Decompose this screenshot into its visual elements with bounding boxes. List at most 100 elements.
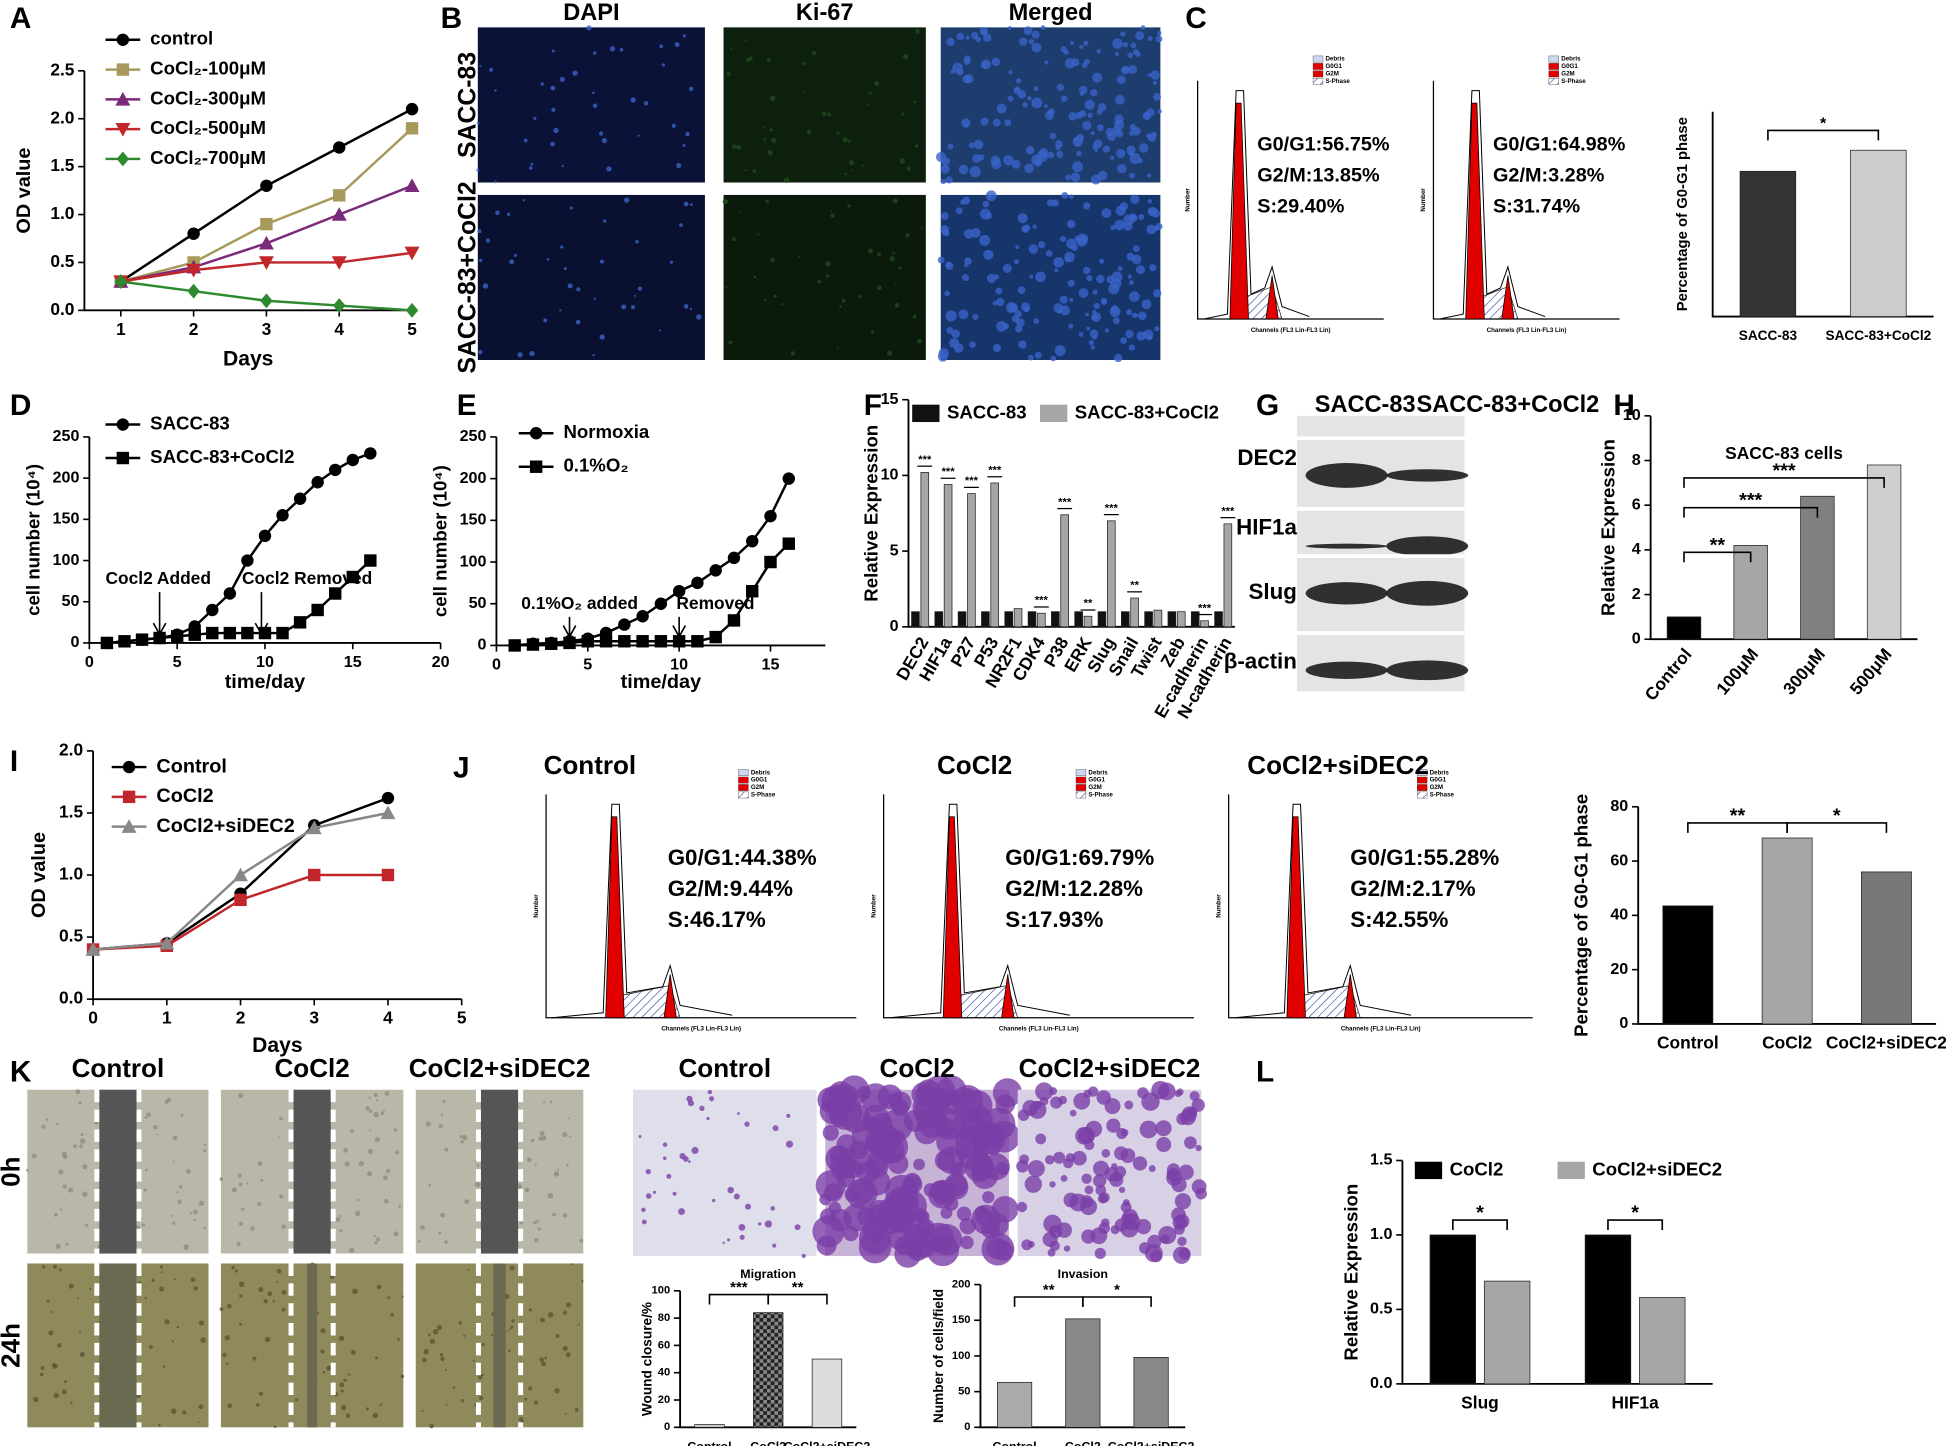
image-detail xyxy=(345,1413,351,1419)
image-detail xyxy=(1011,315,1020,323)
image-detail xyxy=(1078,1126,1096,1144)
image-detail xyxy=(1068,323,1074,329)
marker xyxy=(691,635,704,648)
image-detail xyxy=(340,1389,344,1393)
image-detail xyxy=(540,1317,545,1323)
image-detail xyxy=(914,144,919,148)
significance-bracket xyxy=(1767,129,1880,141)
image-detail xyxy=(1024,163,1034,174)
image-detail xyxy=(912,314,917,319)
bar xyxy=(1200,620,1209,628)
image-detail xyxy=(1093,139,1103,149)
image-detail xyxy=(1108,283,1120,295)
marker xyxy=(311,476,324,489)
image-detail xyxy=(902,53,909,60)
image-detail xyxy=(79,1138,86,1144)
image-detail xyxy=(432,1328,439,1335)
image-detail xyxy=(961,118,971,128)
image-detail xyxy=(421,1409,424,1413)
image-detail xyxy=(339,1382,345,1388)
column-label: Merged xyxy=(1009,0,1093,25)
annotation-arrow xyxy=(254,592,269,636)
image-detail xyxy=(1153,289,1162,298)
image-detail xyxy=(801,1253,806,1258)
flow-stat: G0/G1:64.98% xyxy=(1493,134,1626,156)
image-detail xyxy=(1178,1164,1194,1180)
image-detail xyxy=(1082,120,1092,131)
marker xyxy=(186,263,202,278)
flow-legend-label: S-Phase xyxy=(1325,78,1350,85)
flow-legend-label: S-Phase xyxy=(1430,792,1455,799)
image-detail xyxy=(236,1241,241,1246)
image-detail xyxy=(1118,1186,1126,1194)
x-tick-label: 20 xyxy=(432,653,450,671)
significance-label: ** xyxy=(1730,805,1746,827)
image-detail xyxy=(349,1129,354,1134)
image-detail xyxy=(1007,26,1012,30)
flow-legend-label: G2M xyxy=(1561,71,1574,78)
image-detail xyxy=(552,1212,557,1217)
panel-label: J xyxy=(453,751,470,784)
image-detail xyxy=(1005,302,1017,313)
flow-axis-label: Channels (FL3 Lin-FL3 Lin) xyxy=(1341,1026,1421,1033)
image-detail xyxy=(941,156,950,166)
image-detail xyxy=(822,1124,839,1141)
image-detail xyxy=(995,297,1005,307)
bar xyxy=(1144,611,1153,628)
image-detail xyxy=(1091,312,1101,323)
image-detail xyxy=(1033,86,1039,92)
image-detail xyxy=(238,1093,244,1099)
marker xyxy=(364,554,377,567)
image-detail xyxy=(901,112,905,116)
image-detail xyxy=(817,279,822,284)
image-detail xyxy=(1036,151,1048,163)
x-tick-label: SACC-83 xyxy=(1739,328,1798,343)
image-detail xyxy=(48,1330,54,1336)
image-detail xyxy=(1060,95,1068,102)
image-detail xyxy=(1023,224,1031,231)
image-detail xyxy=(772,1125,779,1132)
image-detail xyxy=(335,1217,341,1222)
image-detail xyxy=(1191,1098,1205,1112)
row-label: 24h xyxy=(0,1323,25,1368)
image-detail xyxy=(156,1133,159,1136)
image-detail xyxy=(166,1097,172,1103)
image-detail xyxy=(524,1397,528,1401)
y-tick-label: 150 xyxy=(53,510,80,528)
image-detail xyxy=(637,134,640,137)
image-detail xyxy=(996,320,1007,332)
legend-label: CoCl2 xyxy=(156,785,213,807)
image-detail xyxy=(802,90,805,94)
bar xyxy=(1761,837,1813,1025)
panel-label: L xyxy=(1256,1055,1274,1088)
significance-label: *** xyxy=(965,475,979,487)
image-detail xyxy=(945,261,954,271)
marker xyxy=(122,790,136,804)
image-detail xyxy=(744,168,748,172)
image-detail xyxy=(1066,238,1077,249)
marker xyxy=(159,935,175,950)
legend-label: control xyxy=(150,28,213,49)
image-detail xyxy=(956,1206,972,1222)
legend-swatch xyxy=(912,404,940,423)
legend-swatch xyxy=(1040,404,1068,423)
panel-label: H xyxy=(1613,389,1635,422)
image-detail xyxy=(1122,41,1129,48)
image-detail xyxy=(593,51,597,55)
image-detail xyxy=(1078,331,1084,337)
image-detail xyxy=(829,210,832,213)
image-detail xyxy=(564,1412,567,1415)
image-detail xyxy=(506,212,511,216)
flow-legend-label: S-Phase xyxy=(751,792,776,799)
image-detail xyxy=(867,248,874,254)
image-detail xyxy=(219,1307,224,1311)
image-detail xyxy=(1015,324,1023,333)
bar xyxy=(753,1312,784,1428)
g1-peak xyxy=(942,816,963,1019)
image-detail xyxy=(1151,209,1160,218)
image-detail xyxy=(1029,274,1034,279)
image-detail xyxy=(467,1268,470,1271)
image-detail xyxy=(1114,51,1120,57)
flow-legend-label: G0G1 xyxy=(1561,63,1578,70)
image-detail xyxy=(950,69,955,74)
